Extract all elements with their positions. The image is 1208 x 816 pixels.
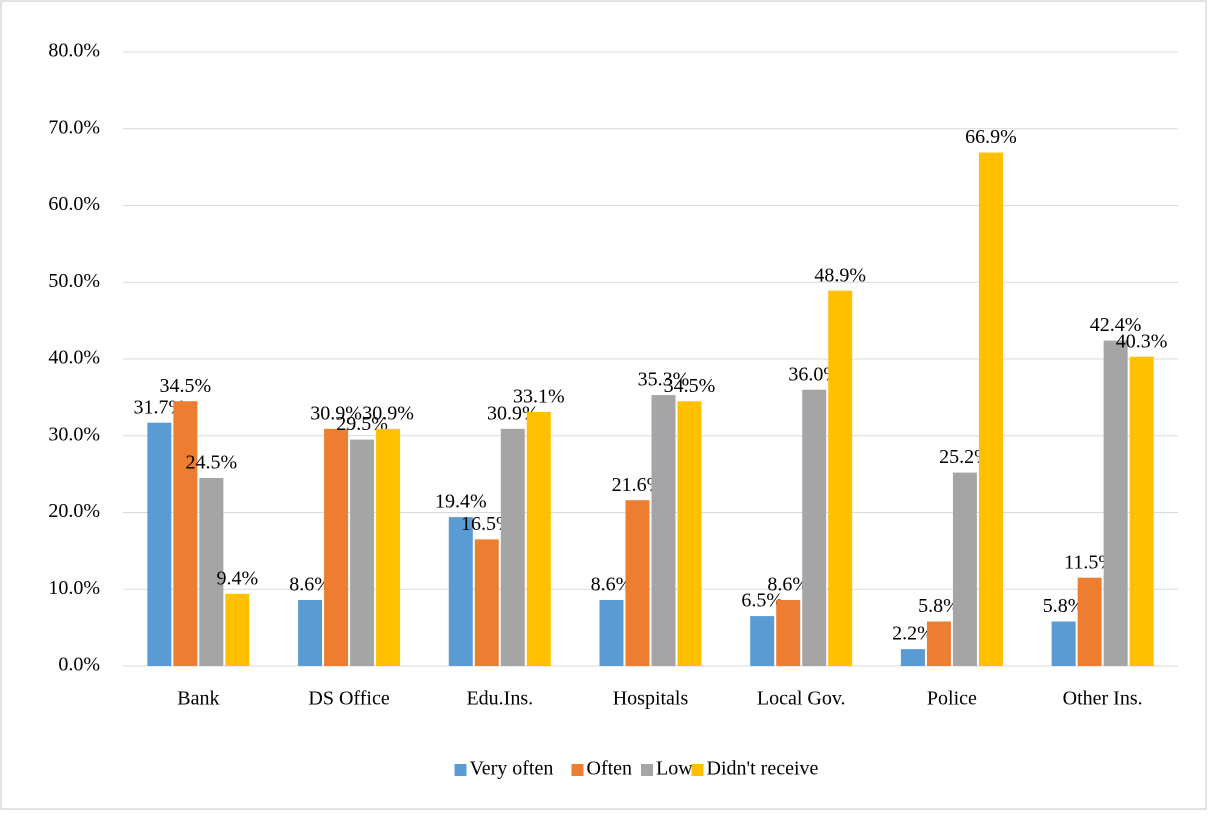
value-label: 48.9%: [814, 264, 866, 286]
y-tick-label: 0.0%: [58, 654, 100, 676]
bar: [750, 616, 775, 666]
x-tick-label: Hospitals: [613, 688, 689, 710]
value-label: 42.4%: [1090, 314, 1142, 336]
value-label: 8.6%: [289, 574, 331, 596]
value-label: 31.7%: [134, 396, 186, 418]
legend-swatch: [641, 764, 653, 776]
bar: [376, 428, 401, 666]
x-tick-label: Bank: [177, 688, 219, 710]
value-label: 8.6%: [767, 574, 809, 596]
bar: [900, 649, 925, 666]
bar: [802, 389, 827, 666]
bar: [978, 152, 1003, 667]
bar: [776, 599, 801, 666]
bar: [926, 621, 951, 666]
bar: [474, 539, 499, 666]
value-label: 19.4%: [435, 491, 487, 513]
bar: [1129, 356, 1154, 666]
bar: [350, 439, 375, 666]
value-label: 30.9%: [487, 402, 539, 424]
value-label: 8.6%: [591, 574, 633, 596]
value-label: 2.2%: [892, 623, 934, 645]
legend-label: Often: [587, 758, 633, 780]
y-tick-label: 30.0%: [48, 423, 100, 445]
legend-swatch: [454, 764, 467, 776]
legend-swatch: [571, 764, 584, 776]
bar: [651, 395, 676, 666]
legend-label: Very often: [470, 758, 554, 780]
x-tick-label: Edu.Ins.: [466, 688, 533, 710]
value-label: 30.9%: [310, 402, 362, 424]
value-label: 16.5%: [461, 513, 513, 535]
value-label: 66.9%: [965, 126, 1017, 148]
bar: [298, 599, 323, 666]
bar: [324, 428, 349, 666]
y-tick-label: 50.0%: [48, 270, 100, 292]
value-label: 6.5%: [741, 590, 783, 612]
bar: [1051, 621, 1076, 666]
value-label: 33.1%: [513, 386, 565, 408]
bar: [526, 411, 551, 666]
value-label: 35.3%: [638, 369, 690, 391]
value-label: 30.9%: [362, 402, 414, 424]
bar: [500, 428, 525, 666]
bar: [599, 599, 624, 666]
value-label: 9.4%: [217, 567, 259, 589]
value-label: 21.6%: [612, 474, 664, 496]
value-label: 5.8%: [918, 595, 960, 617]
bar: [1077, 577, 1102, 666]
value-label: 40.3%: [1116, 330, 1168, 352]
y-tick-label: 40.0%: [48, 347, 100, 369]
value-label: 34.5%: [664, 375, 716, 397]
bar: [625, 500, 650, 666]
bar: [952, 472, 977, 666]
value-label: 25.2%: [939, 446, 991, 468]
legend-label: Didn't receive: [707, 758, 819, 780]
x-tick-label: Other Ins.: [1063, 688, 1143, 710]
legend-label: Low: [656, 758, 693, 780]
value-label: 5.8%: [1043, 595, 1085, 617]
y-tick-label: 60.0%: [48, 193, 100, 215]
value-label: 36.0%: [788, 363, 840, 385]
bar: [147, 422, 172, 666]
x-tick-label: Police: [927, 688, 977, 710]
value-label: 24.5%: [186, 452, 238, 474]
legend-swatch: [691, 764, 704, 776]
y-tick-label: 10.0%: [48, 577, 100, 599]
x-tick-label: DS Office: [308, 688, 389, 710]
y-tick-label: 20.0%: [48, 500, 100, 522]
bar: [173, 401, 198, 666]
bar: [677, 401, 702, 666]
bar: [199, 477, 224, 666]
y-tick-label: 80.0%: [48, 40, 100, 62]
bar: [448, 517, 473, 666]
value-label: 11.5%: [1064, 551, 1115, 573]
value-label: 34.5%: [160, 375, 212, 397]
y-tick-label: 70.0%: [48, 116, 100, 138]
x-tick-label: Local Gov.: [757, 688, 846, 710]
bar: [828, 290, 853, 666]
bar: [225, 593, 250, 666]
value-label: 29.5%: [336, 413, 388, 435]
bar: [1103, 340, 1128, 666]
